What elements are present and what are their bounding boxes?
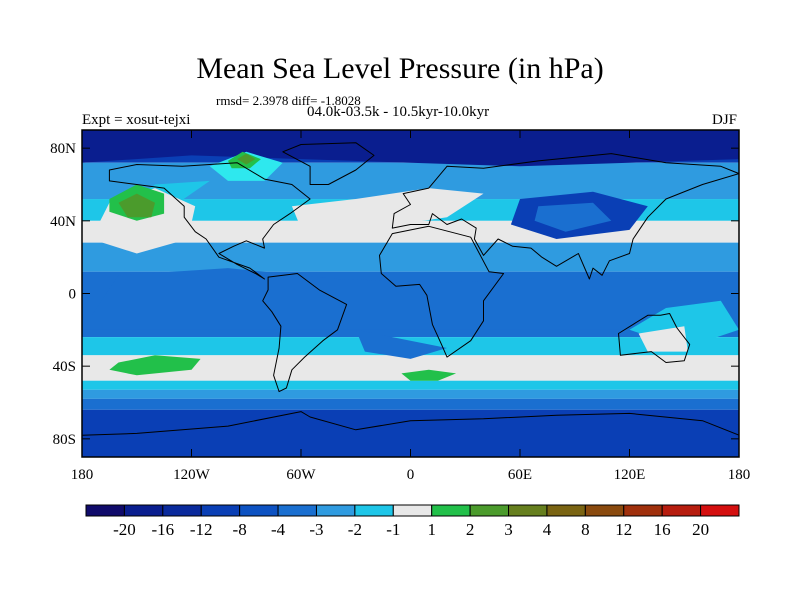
axis-ticks: 180 120W 60W 0 60E 120E 180 80N 40N 0 40S 80S: [50, 130, 750, 483]
colorbar-label: -12: [190, 520, 213, 539]
coastline-eurasia: [391, 153, 739, 280]
colorbar-bin: [277, 504, 317, 517]
colorbar: -20 -16 -12 -8 -4 -3 -2 -1 1 2 3 4 8 12 16 20: [85, 504, 740, 539]
x-tick-label: 180: [71, 467, 94, 483]
anomaly-patch-north-pacific-olive: [118, 193, 155, 218]
colorbar-bin: [469, 504, 510, 517]
pressure-band-4: [82, 242, 739, 272]
coastline-africa: [379, 225, 505, 358]
x-tick-label: 120E: [614, 467, 646, 483]
colorbar-label: -20: [113, 520, 136, 539]
colorbar-bin: [200, 504, 241, 517]
colorbar-bin: [123, 504, 164, 517]
colorbar-bin: [508, 504, 548, 517]
colorbar-label: 2: [466, 520, 475, 539]
colorbar-bin: [85, 504, 125, 517]
colorbar-bin: [546, 504, 586, 517]
season-label: DJF: [712, 112, 738, 128]
coastlines: [82, 142, 739, 436]
pressure-band-10: [82, 398, 739, 410]
colorbar-label: 8: [581, 520, 590, 539]
colorbar-bin: [431, 504, 471, 517]
coastline-australia: [618, 313, 691, 363]
coastline-south-america: [262, 273, 348, 393]
x-tick-label: 180: [728, 467, 751, 483]
pressure-band-8: [82, 380, 739, 390]
colorbar-label: 4: [543, 520, 552, 539]
anomaly-patch-australia-white: [638, 326, 688, 352]
colorbar-label: -8: [233, 520, 247, 539]
anomaly-patch-canada-olive: [237, 153, 256, 165]
y-tick-label: 80N: [50, 141, 76, 157]
y-tick-label: 0: [69, 287, 77, 303]
stats-subtitle: rmsd= 2.3978 diff= -1.8028: [216, 93, 361, 108]
anomaly-patch-south-atlantic-mid: [355, 329, 447, 359]
anomaly-patch-asia-mid: [534, 202, 612, 232]
x-tick-label: 60W: [286, 467, 316, 483]
colorbar-label: -1: [386, 520, 400, 539]
anomaly-patch-south-pacific-green: [109, 355, 201, 376]
y-tick-label: 40S: [53, 359, 76, 375]
colorbar-label: 12: [615, 520, 632, 539]
period-subtitle: 04.0k-03.5k - 10.5kyr-10.0kyr: [307, 104, 490, 120]
x-tick-label: 0: [407, 467, 415, 483]
y-tick-label: 40N: [50, 214, 76, 230]
colorbar-label: 1: [427, 520, 436, 539]
pressure-band-9: [82, 389, 739, 399]
colorbar-bin: [354, 504, 394, 517]
colorbar-bin: [584, 504, 625, 517]
anomaly-patch-tropics-mid: [82, 268, 739, 330]
colorbar-bin: [623, 504, 663, 517]
colorbar-label: -16: [151, 520, 174, 539]
colorbar-label: -4: [271, 520, 286, 539]
coastline-greenland: [282, 142, 375, 185]
anomaly-patch-north-atlantic-white: [291, 188, 484, 229]
colorbar-label: -3: [309, 520, 323, 539]
coastline-antarctica: [82, 411, 739, 436]
coastline-north-america: [108, 162, 311, 280]
anomaly-patch-south-atlantic-green: [401, 369, 457, 381]
colorbar-bin: [162, 504, 202, 517]
colorbar-label: 3: [504, 520, 513, 539]
pressure-field: [82, 130, 739, 457]
colorbar-bin: [392, 504, 433, 517]
colorbar-bin: [700, 504, 740, 517]
colorbar-label: 16: [654, 520, 671, 539]
colorbar-label: 20: [692, 520, 709, 539]
colorbar-bin: [661, 504, 702, 517]
y-tick-label: 80S: [53, 432, 76, 448]
colorbar-bin: [239, 504, 279, 517]
colorbar-bin: [315, 504, 356, 517]
chart-title: Mean Sea Level Pressure (in hPa): [196, 52, 604, 85]
x-tick-label: 120W: [173, 467, 211, 483]
colorbar-label: -2: [348, 520, 362, 539]
x-tick-label: 60E: [508, 467, 532, 483]
experiment-label: Expt = xosut-tejxi: [82, 112, 191, 128]
